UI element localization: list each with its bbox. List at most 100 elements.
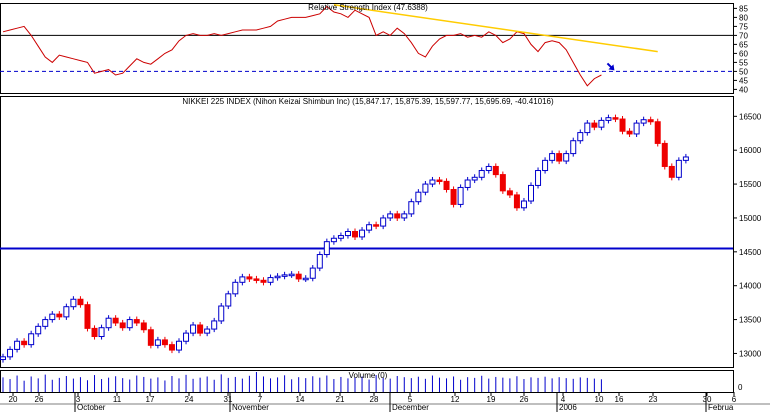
candle [556,153,563,162]
candle [56,313,63,318]
candle [401,213,408,219]
day-label: 31 [224,395,233,404]
price-tick-label: 14000 [739,282,762,291]
candle [0,356,6,361]
candle [485,165,492,172]
candle [288,273,295,277]
candle [359,229,366,238]
candle [295,273,302,280]
rsi-trendline [333,4,658,53]
candle [626,130,633,135]
arrow-head [608,64,615,71]
candle [408,201,415,215]
rsi-tick-label: 45 [739,76,748,85]
candle [42,319,49,327]
rsi-line [2,5,602,87]
candle [274,275,281,279]
candle [232,281,239,295]
day-label: 23 [649,395,658,404]
volume-panel: 0 [0,370,743,393]
panel-frame [0,96,734,368]
day-label: 26 [35,395,44,404]
candle [633,122,640,135]
rsi-tick-label: 50 [739,67,748,76]
price-tick-label: 15500 [739,180,762,189]
candle [126,319,133,329]
day-label: 17 [146,395,155,404]
candle [14,340,21,350]
candle [513,194,520,209]
month-label: November [232,403,269,412]
rsi-tick-label: 40 [739,85,748,94]
candle [570,140,577,155]
candle [591,122,598,128]
day-label: 10 [595,395,604,404]
candle [267,277,274,283]
candle [577,132,584,142]
rsi-tick-label: 80 [739,13,748,22]
month-label: Februa [708,403,734,412]
candle [675,159,682,178]
candle [133,319,140,324]
rsi-tick-label: 60 [739,49,748,58]
price-tick-label: 16000 [739,146,762,155]
candle [98,327,105,338]
candle [373,224,380,227]
price-panel: 13000 13500 14000 14500 15000 15500 16000 16500 [0,96,762,368]
price-tick-label: 15000 [739,214,762,223]
candle [682,156,689,161]
candle [77,298,84,306]
candle [316,254,323,269]
candle [542,159,549,172]
candle [147,329,154,346]
candle [63,306,70,318]
candle [176,340,182,351]
day-label: 6 [732,395,737,404]
candle [344,231,351,237]
rsi-tick-label: 75 [739,22,748,31]
day-label: 4 [561,395,566,404]
candle [190,324,197,334]
rsi-title: Relative Strength Index (47.6388) [308,3,428,12]
day-label: 28 [370,395,379,404]
candle [422,183,429,193]
volume-axis-label: 0 [738,383,743,392]
candle [499,174,506,192]
month-label: October [77,403,106,412]
candle [225,293,232,307]
candle [647,119,654,123]
candle [260,279,267,283]
candle [415,191,422,203]
candle [563,153,570,162]
candle [218,305,225,322]
candle [612,117,619,120]
candle [450,188,457,205]
candle [168,344,175,351]
candle [154,339,161,346]
candle [21,340,28,346]
rsi-tick-label: 85 [739,4,748,13]
candle [457,186,464,205]
candle [605,117,612,121]
candle [598,119,605,128]
date-axis: 20 26 3 11 17 24 31 7 14 21 28 5 12 19 26 4 10 16 23 30 6Oct… [0,392,770,412]
candle [28,333,35,346]
candle [84,304,91,329]
month-label: December [392,403,429,412]
candle [302,277,309,281]
day-label: 20 [9,395,18,404]
day-label: 19 [487,395,496,404]
price-title: NIKKEI 225 INDEX (Nihon Keizai Shimbun I… [182,97,554,106]
candle [584,122,591,134]
candle [246,276,253,280]
candle [506,190,513,196]
candle [253,278,260,281]
day-label: 26 [520,395,529,404]
candle [352,231,358,238]
candle [366,224,373,231]
candle [387,213,394,219]
candle [105,317,112,329]
price-tick-label: 16500 [739,112,762,121]
panel-frame [0,3,734,94]
